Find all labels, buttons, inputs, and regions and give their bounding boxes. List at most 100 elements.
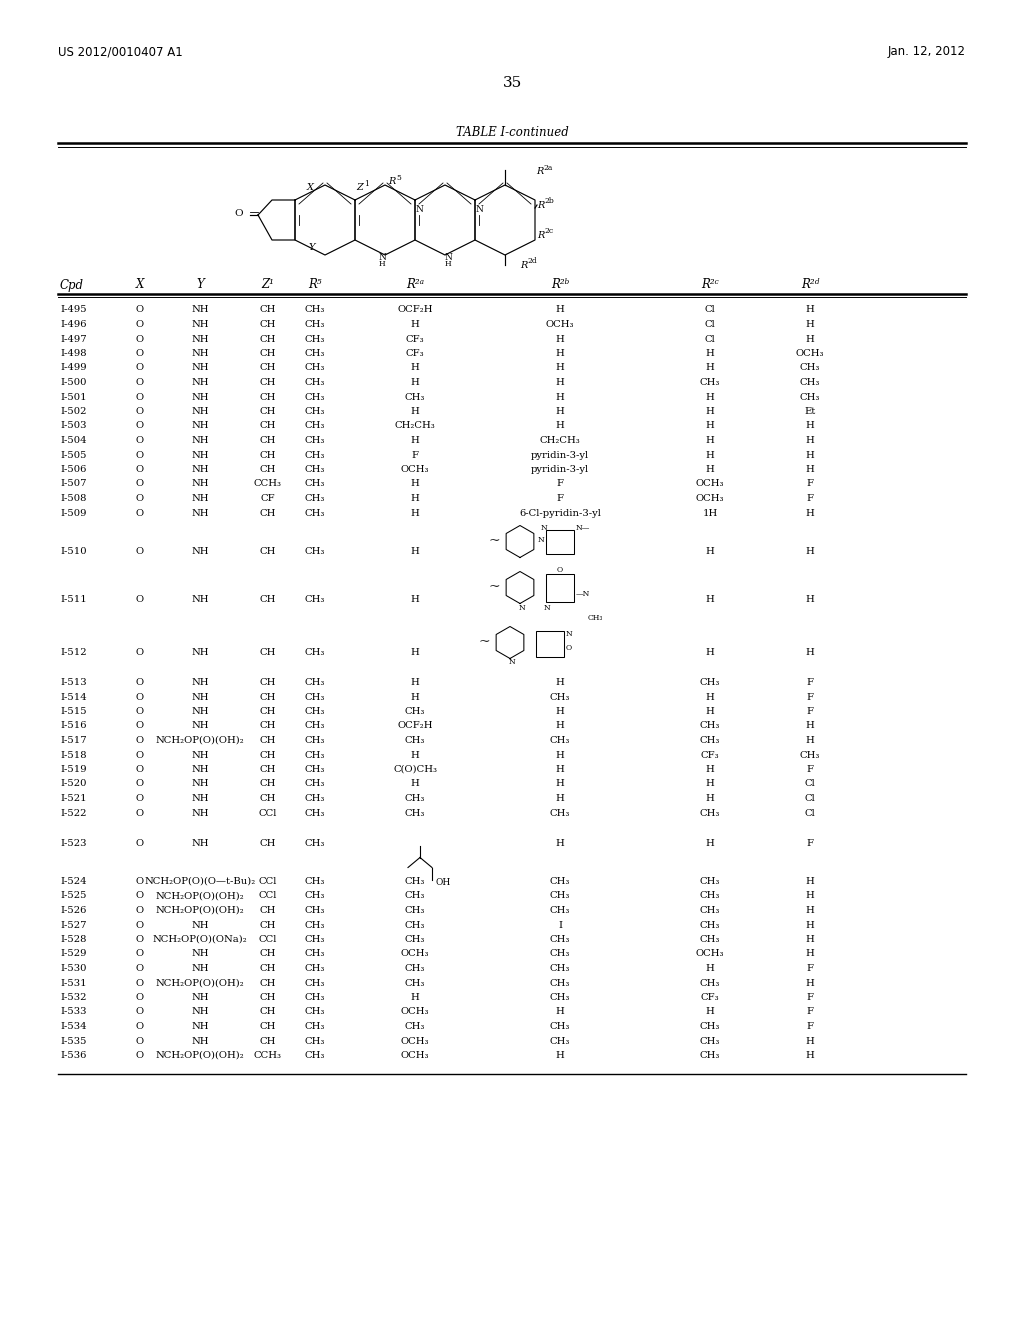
Text: H: H — [706, 840, 715, 847]
Text: NH: NH — [191, 678, 209, 686]
Text: CCl: CCl — [259, 876, 278, 886]
Text: I-508: I-508 — [60, 494, 86, 503]
Text: CCl: CCl — [259, 935, 278, 944]
Text: I-501: I-501 — [60, 392, 87, 401]
Text: I-512: I-512 — [60, 648, 87, 657]
Text: CH: CH — [260, 421, 276, 430]
Text: CH₃: CH₃ — [305, 378, 326, 387]
Text: Z¹: Z¹ — [261, 279, 274, 292]
Text: OCH₃: OCH₃ — [695, 479, 724, 488]
Text: O: O — [136, 795, 144, 803]
Text: CH₃: CH₃ — [550, 693, 570, 701]
Text: ~: ~ — [488, 535, 500, 549]
Text: CH₃: CH₃ — [550, 978, 570, 987]
Text: CH: CH — [260, 1022, 276, 1031]
Text: CH₃: CH₃ — [305, 436, 326, 445]
Text: F: F — [807, 708, 813, 715]
Text: H: H — [556, 363, 564, 372]
Text: N: N — [538, 536, 545, 544]
Text: H: H — [411, 407, 420, 416]
Text: O: O — [136, 421, 144, 430]
Text: CH₃: CH₃ — [550, 737, 570, 744]
Text: H: H — [411, 546, 420, 556]
Text: O: O — [136, 1022, 144, 1031]
Text: I-529: I-529 — [60, 949, 86, 958]
Text: F: F — [807, 840, 813, 847]
Text: NH: NH — [191, 392, 209, 401]
Text: CH: CH — [260, 780, 276, 788]
Text: OCH₃: OCH₃ — [695, 494, 724, 503]
Text: 5: 5 — [396, 174, 400, 182]
Text: CH₃: CH₃ — [305, 920, 326, 929]
Text: H: H — [706, 546, 715, 556]
Bar — [536, 631, 564, 656]
Text: N: N — [416, 206, 424, 214]
Text: OCH₃: OCH₃ — [546, 319, 574, 329]
Text: O: O — [234, 210, 243, 219]
Text: Et: Et — [805, 407, 816, 416]
Text: I-530: I-530 — [60, 964, 86, 973]
Text: OCH₃: OCH₃ — [695, 949, 724, 958]
Text: R: R — [520, 260, 527, 269]
Text: CH₃: CH₃ — [699, 1022, 720, 1031]
Text: R: R — [388, 177, 395, 186]
Text: —N: —N — [575, 590, 591, 598]
Text: H: H — [706, 436, 715, 445]
Text: H: H — [556, 407, 564, 416]
Text: CH₃: CH₃ — [305, 407, 326, 416]
Text: CH₃: CH₃ — [699, 1036, 720, 1045]
Text: H: H — [411, 479, 420, 488]
Text: CH₃: CH₃ — [305, 479, 326, 488]
Text: H: H — [411, 693, 420, 701]
Text: H: H — [706, 392, 715, 401]
Text: H: H — [706, 421, 715, 430]
Text: H: H — [806, 421, 814, 430]
Text: O: O — [136, 993, 144, 1002]
Text: O: O — [136, 920, 144, 929]
Text: I-519: I-519 — [60, 766, 87, 774]
Text: CH₃: CH₃ — [305, 678, 326, 686]
Text: NH: NH — [191, 964, 209, 973]
Text: 1: 1 — [364, 180, 369, 187]
Text: O: O — [136, 508, 144, 517]
Text: TABLE I-continued: TABLE I-continued — [456, 127, 568, 140]
Text: H: H — [411, 436, 420, 445]
Text: CH₃: CH₃ — [305, 808, 326, 817]
Text: N: N — [566, 631, 572, 639]
Text: H: H — [444, 260, 452, 268]
Text: NH: NH — [191, 693, 209, 701]
Text: O: O — [136, 737, 144, 744]
Text: CH: CH — [260, 305, 276, 314]
Text: H: H — [706, 693, 715, 701]
Text: CH: CH — [260, 678, 276, 686]
Text: I-521: I-521 — [60, 795, 87, 803]
Text: H: H — [556, 421, 564, 430]
Text: I-536: I-536 — [60, 1051, 86, 1060]
Text: H: H — [556, 722, 564, 730]
Text: CH₃: CH₃ — [800, 392, 820, 401]
Text: H: H — [411, 319, 420, 329]
Text: CH₃: CH₃ — [305, 348, 326, 358]
Text: I-499: I-499 — [60, 363, 87, 372]
Text: CH₃: CH₃ — [699, 722, 720, 730]
Text: CH: CH — [260, 648, 276, 657]
Bar — [546, 529, 574, 553]
Text: O: O — [136, 1051, 144, 1060]
Text: 2a: 2a — [543, 164, 552, 172]
Text: Y: Y — [309, 243, 315, 252]
Text: H: H — [806, 722, 814, 730]
Text: CH₃: CH₃ — [800, 751, 820, 759]
Text: F: F — [556, 479, 563, 488]
Text: CH: CH — [260, 766, 276, 774]
Text: CH₃: CH₃ — [800, 363, 820, 372]
Text: I-518: I-518 — [60, 751, 87, 759]
Text: CH₃: CH₃ — [404, 808, 425, 817]
Text: CH₃: CH₃ — [550, 935, 570, 944]
Text: OH: OH — [435, 878, 451, 887]
Text: H: H — [806, 305, 814, 314]
Text: CH₃: CH₃ — [305, 450, 326, 459]
Text: CH₃: CH₃ — [305, 595, 326, 605]
Text: CH₃: CH₃ — [699, 378, 720, 387]
Text: CH₃: CH₃ — [305, 1022, 326, 1031]
Text: CH₃: CH₃ — [305, 494, 326, 503]
